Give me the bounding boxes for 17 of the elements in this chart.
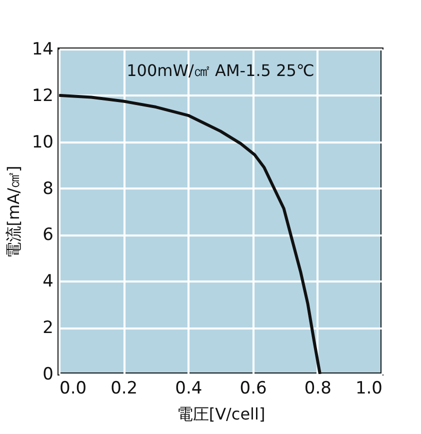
x-tick-label: 0.6	[240, 378, 267, 398]
x-tick-label: 0.0	[60, 378, 87, 398]
y-tick-label: 0	[42, 364, 54, 384]
x-tick-label: 0.2	[110, 378, 138, 398]
x-tick-label: 1.0	[355, 378, 382, 398]
x-tick-label: 0.4	[175, 378, 202, 398]
x-tick-label: 0.8	[304, 378, 332, 398]
y-axis-title: 電流[mA/㎠]	[4, 166, 23, 258]
y-tick-label: 8	[42, 178, 54, 199]
y-tick-label: 12	[32, 86, 54, 106]
y-tick-label: 14	[32, 40, 54, 60]
y-tick-label: 10	[32, 132, 54, 152]
annotation: 100mW/㎠ AM-1.5 25℃	[126, 61, 314, 80]
y-tick-label: 6	[42, 225, 54, 246]
y-tick-label: 4	[42, 272, 54, 292]
y-tick-label: 2	[42, 318, 54, 338]
x-axis-title: 電圧[V/cell]	[176, 404, 266, 424]
